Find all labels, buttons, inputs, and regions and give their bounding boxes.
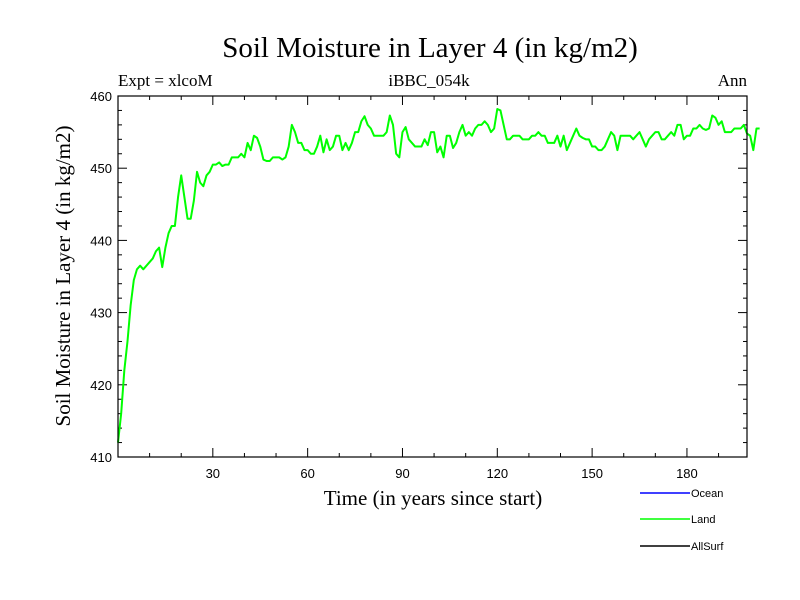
x-tick-label: 180 [676,466,698,481]
x-tick-label: 30 [206,466,220,481]
season-label: Ann [718,71,748,90]
y-tick-label: 460 [90,89,112,104]
x-tick-label: 120 [486,466,508,481]
y-tick-label: 430 [90,306,112,321]
series-line-land [117,108,760,443]
run-label: iBBC_054k [388,71,470,90]
y-axis-ticks: 410 420 430 440 450 460 [90,89,747,465]
series-layer [117,108,760,443]
x-tick-label: 90 [395,466,409,481]
x-tick-label: 60 [300,466,314,481]
legend-label-ocean: Ocean [691,488,723,500]
legend: Ocean Land AllSurf [640,488,724,553]
y-tick-label: 410 [90,450,112,465]
y-tick-label: 420 [90,378,112,393]
y-tick-label: 450 [90,161,112,176]
x-axis-label: Time (in years since start) [324,486,543,510]
y-tick-label: 440 [90,233,112,248]
legend-label-allsurf: AllSurf [691,541,724,553]
expt-label: Expt = xlcoM [118,71,213,90]
chart-title: Soil Moisture in Layer 4 (in kg/m2) [222,32,638,64]
plot-frame [117,95,748,458]
x-tick-label: 150 [581,466,603,481]
x-axis-ticks: 30 60 90 120 150 180 [149,96,720,481]
y-axis-label: Soil Moisture in Layer 4 (in kg/m2) [51,126,75,427]
legend-label-land: Land [691,514,715,526]
